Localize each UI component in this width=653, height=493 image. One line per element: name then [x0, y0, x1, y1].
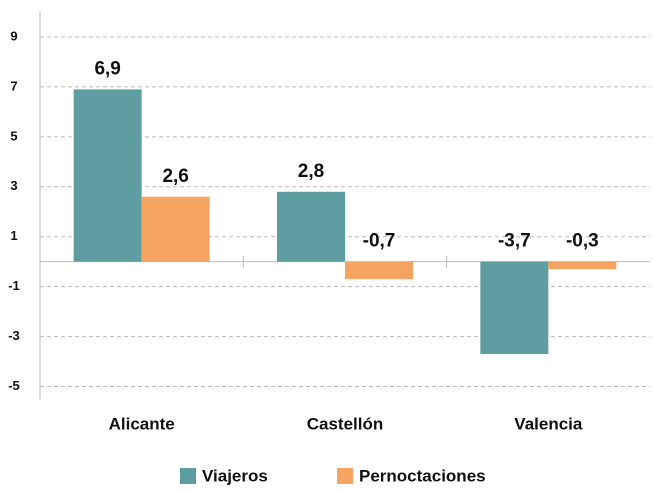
- bar: [345, 261, 413, 280]
- legend-swatch: [337, 468, 353, 484]
- value-label: -0,3: [566, 231, 599, 252]
- x-tick-label: Castellón: [307, 414, 384, 433]
- value-label: 2,6: [162, 166, 188, 187]
- bar: [73, 89, 142, 262]
- y-tick-label: 3: [10, 178, 17, 193]
- value-label: 2,8: [298, 161, 324, 182]
- bar: [277, 191, 345, 262]
- value-label: -3,7: [498, 231, 531, 252]
- bar: [480, 261, 549, 355]
- y-tick-label: -5: [8, 378, 20, 393]
- y-tick-label: 9: [10, 28, 17, 43]
- legend-swatch: [180, 468, 196, 484]
- legend-label: Viajeros: [202, 466, 268, 485]
- y-tick-label: 5: [10, 128, 17, 143]
- y-tick-label: 1: [10, 228, 17, 243]
- y-tick-label: 7: [10, 78, 17, 93]
- bar: [548, 261, 617, 270]
- bar: [141, 196, 210, 262]
- x-tick-label: Alicante: [109, 414, 175, 433]
- value-label: -0,7: [363, 231, 396, 252]
- y-tick-label: -1: [8, 278, 20, 293]
- y-tick-label: -3: [8, 328, 20, 343]
- x-tick-label: Valencia: [514, 414, 583, 433]
- legend-label: Pernoctaciones: [359, 466, 486, 485]
- value-label: 6,9: [94, 58, 120, 79]
